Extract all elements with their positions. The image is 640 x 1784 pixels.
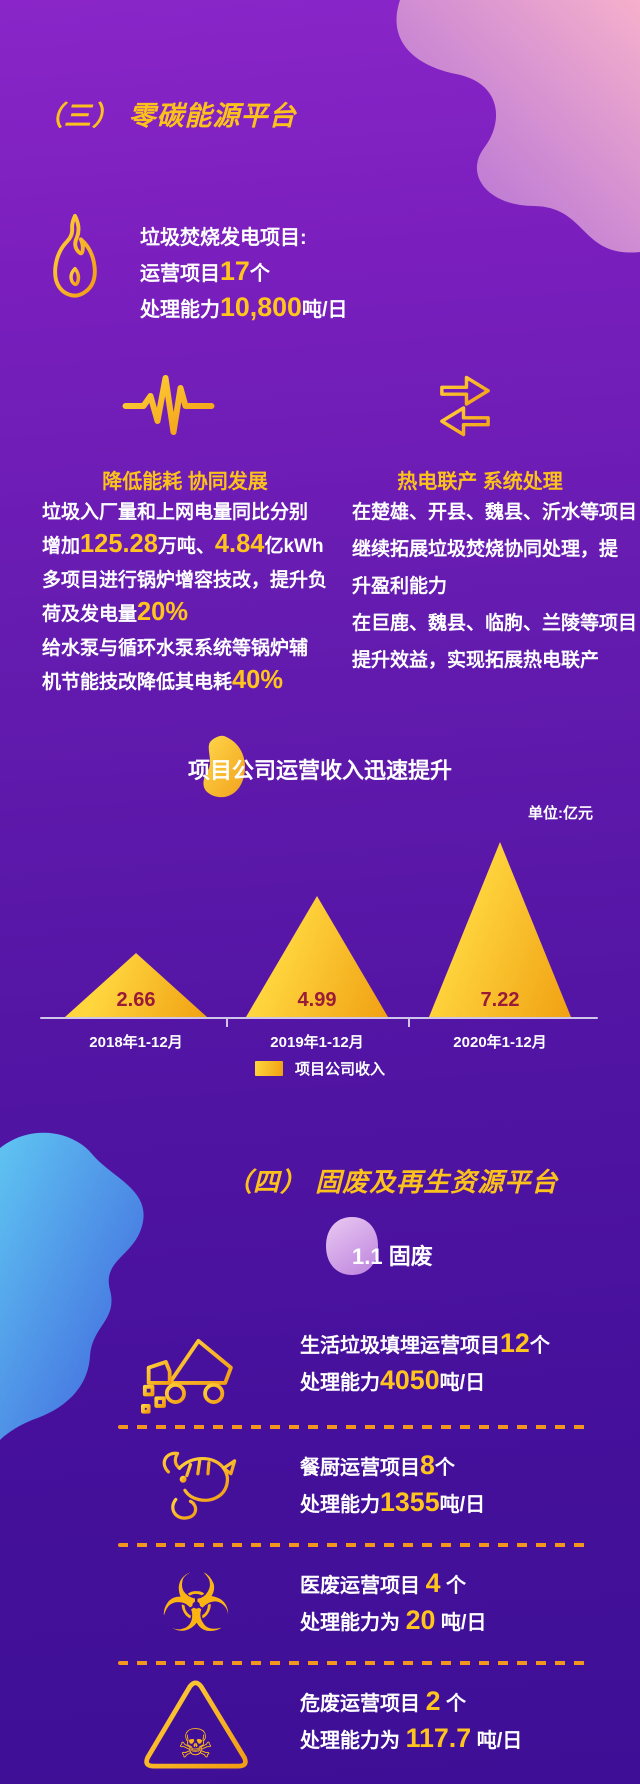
- triangle-chart: 2.66 2018年1-12月 4.99 2019年1-12月 7.22 2020年1-1…: [40, 842, 598, 1051]
- chart-x-label: 2019年1-12月: [270, 1034, 364, 1051]
- decor-blob-lilac: [326, 1217, 378, 1275]
- section4-title: （四） 固废及再生资源平台: [226, 1167, 559, 1197]
- subsection-badge: 1.1 固废: [352, 1244, 433, 1269]
- legend-label: 项目公司收入: [294, 1061, 385, 1078]
- item-line: 医废运营项目 4 个: [300, 1568, 467, 1598]
- pulse-icon: [122, 375, 215, 435]
- item-line: 餐厨运营项目8个: [300, 1450, 455, 1480]
- biohazard-icon: ☣: [138, 1556, 254, 1652]
- incineration-line: 处理能力10,800吨/日: [140, 292, 348, 322]
- item-landfill: 生活垃圾填埋运营项目12个 处理能力4050吨/日: [300, 1328, 550, 1402]
- dump-truck-icon: [138, 1318, 254, 1424]
- chart-value-label: 4.99: [297, 989, 337, 1011]
- x-axis-baseline: [40, 1017, 598, 1027]
- dashed-divider: [118, 1543, 590, 1547]
- item-hazardous-waste: 危废运营项目 2 个 处理能力为 117.7 吨/日: [300, 1686, 522, 1760]
- chart-x-label: 2018年1-12月: [89, 1034, 183, 1051]
- chart-legend: 项目公司收入: [0, 1058, 640, 1079]
- chart-unit-label: 单位:亿元: [528, 805, 593, 822]
- decor-blob-yellow: [203, 735, 246, 798]
- chart-triangle: 7.22: [429, 842, 571, 1017]
- hazard-skull-icon: ☠: [138, 1674, 254, 1776]
- incineration-line: 垃圾焚烧发电项目:: [140, 227, 307, 249]
- item-line: 处理能力1355吨/日: [300, 1487, 486, 1517]
- chart-title: 项目公司运营收入迅速提升: [187, 758, 452, 783]
- decor-blob-pink: [396, 0, 640, 253]
- item-medical-waste: 医废运营项目 4 个 处理能力为 20 吨/日: [300, 1568, 487, 1642]
- food-waste-icon: [138, 1438, 254, 1538]
- decor-blob-blue: [0, 1132, 144, 1440]
- chart-triangle: 4.99: [246, 896, 388, 1017]
- chart-value-label: 7.22: [480, 989, 520, 1011]
- column-body-energy: 垃圾入厂量和上网电量同比分别 增加125.28万吨、4.84亿kWh 多项目进行锅炉…: [42, 502, 328, 694]
- legend-swatch: [254, 1061, 283, 1076]
- exchange-arrows-icon: [440, 375, 490, 437]
- item-line: 处理能力为 20 吨/日: [300, 1605, 487, 1635]
- column-body-cogeneration: 在楚雄、开县、魏县、沂水等项目 继续拓展垃圾焚烧协同处理，提 升盈利能力 在巨鹿、魏县…: [352, 502, 638, 671]
- item-kitchen-waste: 餐厨运营项目8个 处理能力1355吨/日: [300, 1450, 485, 1524]
- item-line: 处理能力4050吨/日: [300, 1365, 486, 1395]
- flame-icon: [53, 213, 97, 298]
- dashed-divider: [118, 1425, 590, 1429]
- column-heading-energy: 降低能耗 协同发展: [102, 471, 268, 493]
- item-line: 生活垃圾填埋运营项目12个: [300, 1328, 550, 1358]
- axis-tick: [226, 1018, 228, 1027]
- chart-value-label: 2.66: [116, 989, 156, 1011]
- section3-title: （三） 零碳能源平台: [36, 101, 297, 131]
- item-line: 处理能力为 117.7 吨/日: [300, 1723, 523, 1753]
- column-heading-cogeneration: 热电联产 系统处理: [397, 471, 563, 493]
- chart-triangle: 2.66: [65, 953, 207, 1017]
- axis-tick: [408, 1018, 410, 1027]
- dashed-divider: [118, 1661, 590, 1665]
- svg-text:☣: ☣: [160, 1558, 232, 1650]
- item-line: 危废运营项目 2 个: [300, 1686, 467, 1716]
- incineration-line: 运营项目17个: [140, 256, 270, 286]
- chart-x-label: 2020年1-12月: [453, 1034, 547, 1051]
- incineration-stats: 垃圾焚烧发电项目: 运营项目17个 处理能力10,800吨/日: [140, 220, 348, 328]
- svg-text:☠: ☠: [178, 1722, 214, 1768]
